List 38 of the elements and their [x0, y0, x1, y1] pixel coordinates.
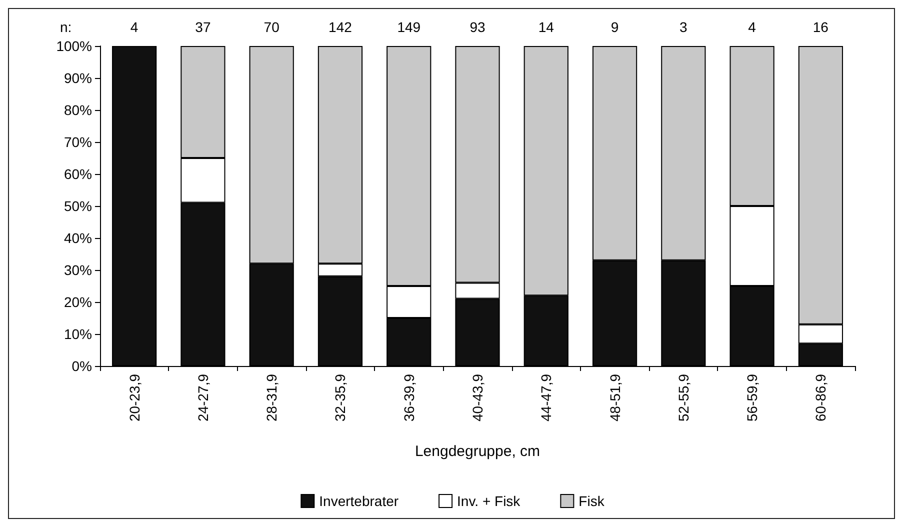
y-tick-label: 60%	[64, 166, 92, 182]
text: 37	[195, 19, 211, 35]
text: 149	[397, 19, 421, 35]
text: 142	[328, 19, 352, 35]
y-tick-label: 10%	[64, 326, 92, 342]
y-tick-label: 0%	[72, 358, 92, 374]
text: 3	[680, 19, 688, 35]
text: 93	[470, 19, 486, 35]
x-tick-label: 20-23,9	[126, 374, 142, 422]
y-tick-label: 30%	[64, 262, 92, 278]
legend-label: Invertebrater	[319, 493, 399, 509]
x-tick-label: 56-59,9	[744, 374, 760, 422]
x-tick-label: 60-86,9	[812, 374, 829, 422]
y-tick-label: 80%	[64, 102, 92, 118]
x-tick-label: 28-31,9	[264, 374, 280, 422]
legend-label: Inv. + Fisk	[457, 493, 522, 509]
x-tick-label: 32-35,9	[332, 374, 348, 422]
text: 16	[812, 19, 829, 35]
text: 14	[538, 19, 554, 35]
text: 70	[264, 19, 280, 35]
x-tick-label: 48-51,9	[606, 374, 623, 422]
x-tick-label: 44-47,9	[538, 374, 554, 422]
legend-label: Fisk	[578, 493, 606, 509]
text: 4	[130, 19, 138, 35]
y-tick-label: 90%	[64, 70, 92, 86]
x-tick-label: 24-27,9	[194, 374, 211, 422]
y-tick-label: 40%	[64, 230, 92, 246]
x-tick-label: 52-55,9	[675, 374, 692, 422]
y-tick-label: 100%	[56, 38, 92, 54]
x-axis-title: Lengdegruppe, cm	[414, 443, 540, 460]
y-tick-label: 50%	[64, 198, 92, 214]
y-tick-label: 70%	[64, 134, 92, 150]
x-tick-label: 36-39,9	[400, 374, 417, 422]
x-tick-label: 40-43,9	[470, 374, 486, 422]
text: 4	[748, 19, 756, 35]
y-tick-label: 20%	[64, 294, 92, 310]
text: n:	[60, 19, 72, 35]
text: 9	[610, 19, 619, 35]
